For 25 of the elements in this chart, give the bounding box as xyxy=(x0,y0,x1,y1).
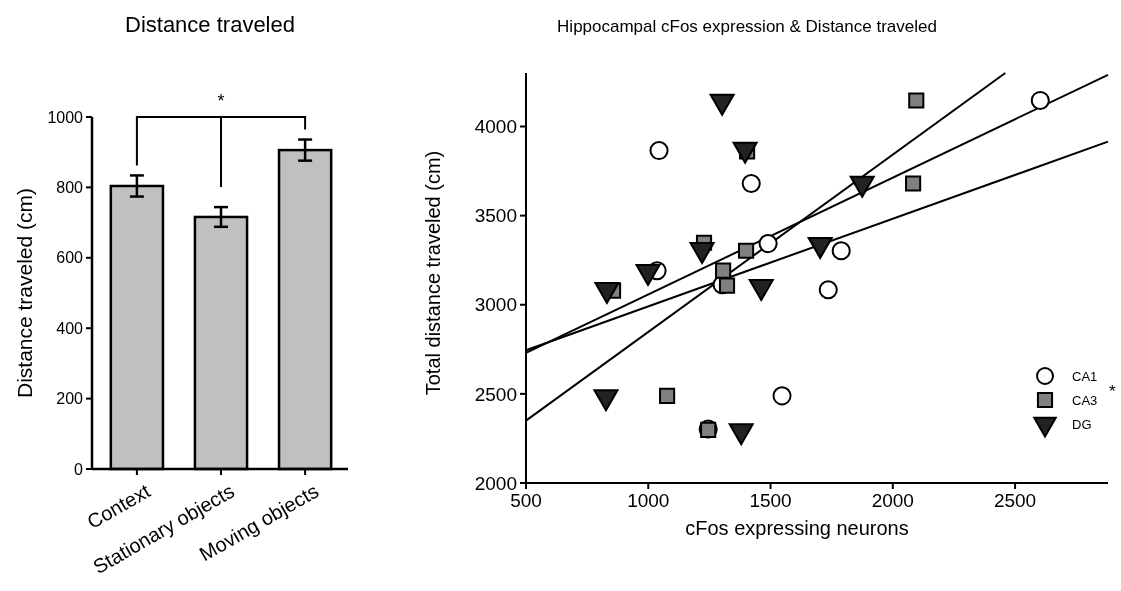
x-tick-label: 1000 xyxy=(627,490,670,511)
x-tick-label: 2500 xyxy=(993,490,1037,511)
x-tick-label: 2000 xyxy=(871,490,914,511)
chart-title: Hippocampal cFos expression & Distance traveled xyxy=(557,17,937,36)
y-tick-label: 800 xyxy=(56,179,84,196)
x-axis-title: cFos expressing neurons xyxy=(685,517,909,539)
x-tick-label: 1500 xyxy=(749,490,792,511)
chart-title: Distance traveled xyxy=(125,12,295,37)
y-tick-label: 1000 xyxy=(47,108,84,126)
x-tick-label: 500 xyxy=(510,490,542,511)
legend-label: CA1 xyxy=(1072,368,1098,384)
y-tick-label: 2500 xyxy=(474,383,517,405)
y-tick-label: 400 xyxy=(56,319,84,337)
y-tick-label: 600 xyxy=(56,249,84,267)
y-tick-label: 0 xyxy=(74,460,84,478)
y-tick-label: 3500 xyxy=(474,205,517,227)
y-tick-label: 3000 xyxy=(474,294,517,316)
y-tick-label: 200 xyxy=(56,390,84,408)
legend-label: CA3 xyxy=(1072,392,1098,408)
legend-label: DG xyxy=(1072,416,1092,432)
y-tick-label: 4000 xyxy=(474,116,517,138)
text: * xyxy=(1109,382,1116,401)
text: * xyxy=(217,91,225,111)
y-axis-title: Distance traveled (cm) xyxy=(13,187,36,399)
y-axis-title: Total distance traveled (cm) xyxy=(422,150,444,396)
